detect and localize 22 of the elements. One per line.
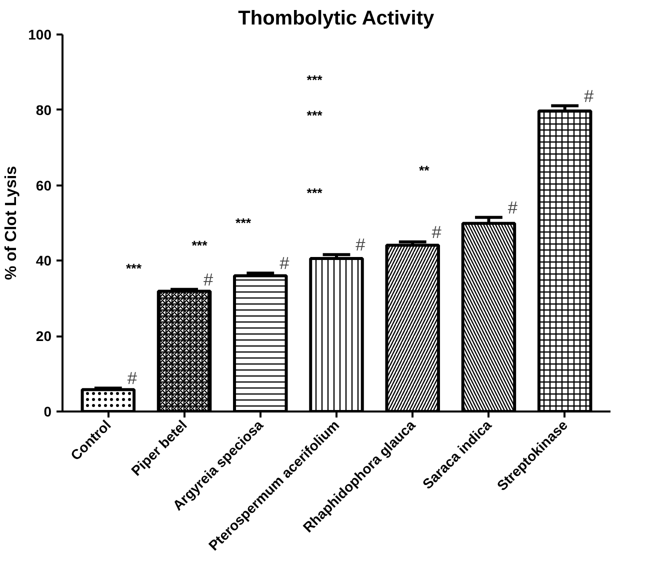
y-tick-label: 0	[44, 404, 52, 420]
y-tick-label: 80	[36, 102, 52, 118]
annotation: ***	[306, 108, 324, 124]
chart-title: Thombolytic Activity	[238, 8, 435, 30]
annotation: #	[280, 253, 290, 274]
annotation: #	[508, 197, 518, 218]
annotation: ***	[306, 72, 324, 88]
annotation: #	[432, 222, 442, 242]
annotation: #	[203, 269, 214, 290]
annotation: ***	[236, 216, 252, 231]
annotation: #	[584, 86, 594, 106]
annotation: #	[127, 368, 138, 388]
y-tick-label: 60	[36, 177, 52, 194]
annotation: **	[418, 162, 430, 178]
y-tick-label: 100	[28, 26, 52, 42]
annotation: #	[356, 234, 366, 255]
annotation: ***	[306, 185, 324, 200]
y-tick-label: 20	[36, 328, 52, 344]
annotation: ***	[192, 238, 208, 254]
y-tick-label: 40	[36, 252, 52, 269]
annotation: ***	[126, 260, 142, 276]
y-axis-title: % of Clot Lysis	[3, 166, 20, 280]
